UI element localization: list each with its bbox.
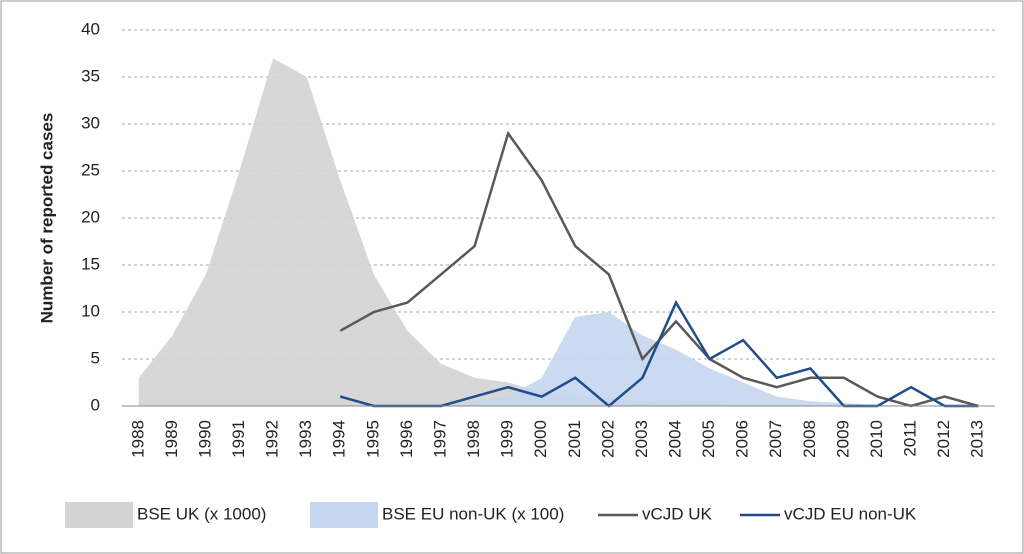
y-tick-label: 35 [81,66,100,85]
x-tick-label: 2002 [598,420,617,458]
x-tick-label: 1993 [296,420,315,458]
x-tick-label: 2007 [766,420,785,458]
x-tick-label: 1995 [363,420,382,458]
x-tick-label: 1997 [430,420,449,458]
legend-label: BSE UK (x 1000) [137,504,266,523]
y-tick-label: 5 [91,348,100,367]
x-tick-label: 2006 [733,420,752,458]
x-tick-label: 1989 [162,420,181,458]
x-tick-label: 1999 [498,420,517,458]
y-tick-label: 0 [91,395,100,414]
x-tick-label: 1994 [330,420,349,458]
y-tick-label: 15 [81,254,100,273]
legend-label: vCJD UK [642,504,713,523]
area [138,312,979,406]
x-tick-label: 2004 [666,420,685,458]
x-tick-label: 2009 [833,420,852,458]
x-tick-label: 1992 [263,420,282,458]
area [138,58,979,406]
y-tick-label: 10 [81,301,100,320]
legend-swatch [65,502,133,528]
x-tick-label: 1998 [464,420,483,458]
x-tick-label: 1990 [195,420,214,458]
y-tick-label: 40 [81,19,100,38]
x-tick-label: 2013 [968,420,987,458]
y-tick-label: 30 [81,113,100,132]
x-tick-label: 2003 [632,420,651,458]
x-tick-label: 2010 [867,420,886,458]
y-tick-label: 20 [81,207,100,226]
x-tick-label: 2000 [531,420,550,458]
legend-label: BSE EU non-UK (x 100) [382,504,564,523]
x-tick-label: 2005 [699,420,718,458]
x-tick-label: 2011 [901,420,920,457]
x-tick-label: 2008 [800,420,819,458]
y-tick-label: 25 [81,160,100,179]
x-tick-label: 2012 [934,420,953,458]
legend-label: vCJD EU non-UK [784,504,917,523]
x-tick-label: 1988 [128,420,147,458]
x-tick-label: 1991 [229,420,248,458]
x-tick-label: 1996 [397,420,416,458]
x-tick-label: 2001 [565,420,584,458]
y-axis-label: Number of reported cases [37,113,56,324]
legend-swatch [310,502,378,528]
